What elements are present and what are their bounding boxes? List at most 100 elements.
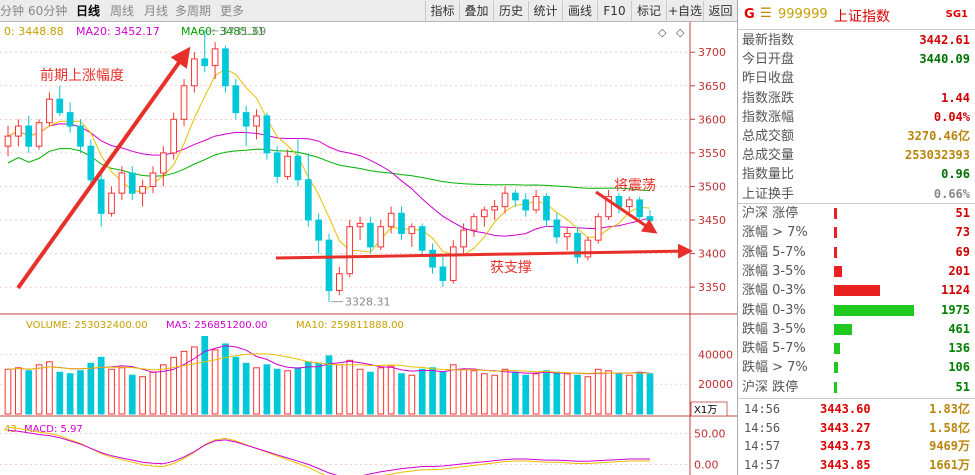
- period-tab[interactable]: 周线: [110, 4, 135, 18]
- menu-icon[interactable]: ☰: [760, 6, 772, 21]
- breadth-value: 461: [948, 321, 970, 336]
- candle-body: [232, 85, 240, 114]
- candle-body: [15, 125, 22, 137]
- toolbar-button[interactable]: 返回: [703, 1, 737, 21]
- candle-body: [584, 239, 592, 258]
- candle-body: [294, 155, 302, 181]
- annotation-consolidate: 将震荡: [614, 178, 656, 194]
- breadth-row: 涨幅 5-7% 69: [738, 243, 975, 262]
- stat-value: 3270.46亿: [907, 129, 970, 143]
- candle-body: [118, 172, 126, 194]
- candle-body: [356, 222, 364, 228]
- breadth-row: 沪深 跌停 51: [738, 378, 975, 397]
- y-tick-label: 3650: [698, 80, 726, 93]
- vol-legend-item: MA10: 259811888.00: [296, 320, 404, 331]
- tick-amount: 1.58亿: [929, 420, 970, 435]
- candle-body: [87, 145, 95, 181]
- stat-label: 今日开盘: [742, 52, 795, 68]
- candle-body: [460, 229, 467, 248]
- volume-bar: [201, 335, 209, 415]
- period-tab[interactable]: 多周期: [175, 4, 212, 18]
- breadth-label: 跌幅 > 7%: [742, 360, 808, 376]
- toolbar-button[interactable]: 标记: [631, 1, 666, 21]
- candle-body: [501, 192, 509, 208]
- toolbar-button[interactable]: F10: [597, 1, 631, 21]
- consolidate-arrow: [595, 190, 658, 234]
- g-icon[interactable]: G: [744, 7, 755, 22]
- toolbar-button[interactable]: 统计: [528, 1, 562, 21]
- candle-body: [512, 192, 519, 201]
- period-tab[interactable]: 日线: [76, 4, 101, 18]
- chart-area[interactable]: 3700 3650 3600 3550 3500 3450 3400 3350 0: 3448.…: [0, 22, 737, 475]
- breadth-bar: [834, 323, 853, 335]
- breadth-row: 涨幅 0-3% 1124: [738, 281, 975, 300]
- breadth-row: 跌幅 5-7% 136: [738, 339, 975, 358]
- period-tab[interactable]: 更多: [220, 4, 245, 18]
- period-tab[interactable]: 分钟: [0, 4, 25, 18]
- period-tab[interactable]: 60分钟: [28, 4, 68, 18]
- tick-time: 14:57: [744, 439, 781, 453]
- candle-body: [66, 112, 74, 127]
- candle-body: [222, 48, 229, 87]
- volume-bar: [294, 367, 302, 415]
- tick-amount: 9469万: [929, 439, 970, 453]
- candle-body: [201, 58, 209, 67]
- vol-ma10-line: [7, 353, 651, 374]
- stat-value: 0.66%: [933, 186, 970, 201]
- period-tab[interactable]: 月线: [144, 4, 169, 18]
- volume-bar: [35, 364, 43, 415]
- tick-time: 14:57: [744, 457, 781, 472]
- volume-bar: [625, 374, 633, 415]
- candle-body: [439, 266, 447, 281]
- vol-unit-label: X1万: [694, 405, 717, 416]
- volume-bar: [398, 373, 405, 415]
- toolbar-button[interactable]: +自选: [666, 1, 703, 21]
- low-label: 3328.31: [345, 296, 391, 309]
- vol-tick-label: 40000: [698, 348, 733, 361]
- stat-label: 最新指数: [742, 33, 795, 48]
- y-tick-label: 3700: [698, 46, 726, 59]
- index-badge[interactable]: SG1: [945, 9, 968, 20]
- kline-chart[interactable]: 3700 3650 3600 3550 3500 3450 3400 3350 0: 3448.…: [0, 22, 737, 475]
- ma20-line: [7, 123, 651, 237]
- stat-value: 253032393: [904, 148, 970, 163]
- candle-body: [470, 216, 478, 231]
- toolbar-button[interactable]: 历史: [493, 1, 528, 21]
- breadth-bar: [834, 246, 837, 258]
- volume-bar: [367, 371, 374, 415]
- volume-bar: [304, 361, 312, 415]
- macd-tick-label: 0.00: [694, 459, 719, 472]
- candle-body: [553, 219, 561, 238]
- volume-bar: [118, 367, 126, 415]
- toolbar-button[interactable]: 叠加: [459, 1, 493, 21]
- stat-row: 最新指数 3442.61: [738, 31, 975, 50]
- volume-bar: [574, 374, 581, 415]
- volume-bar: [263, 364, 271, 415]
- volume-bar: [553, 371, 561, 415]
- volume-bar: [636, 371, 643, 415]
- toolbar-button[interactable]: 画线: [562, 1, 597, 21]
- volume-bar: [646, 373, 654, 415]
- volume-bar: [56, 371, 64, 415]
- volume-bar: [615, 373, 623, 415]
- volume-bar: [232, 356, 240, 415]
- volume-bar: [512, 371, 519, 415]
- candle-body: [253, 115, 260, 127]
- volume-bar: [325, 355, 333, 415]
- divider: [738, 398, 975, 399]
- breadth-bar: [834, 304, 914, 316]
- volume-bar: [543, 370, 550, 415]
- breadth-label: 涨幅 3-5%: [742, 263, 806, 279]
- volume-bar: [159, 364, 167, 415]
- y-tick-label: 3350: [698, 281, 726, 294]
- toolbar-button[interactable]: 指标: [425, 1, 459, 21]
- diamond-icon: ◇: [658, 26, 667, 39]
- breadth-label: 跌幅 5-7%: [742, 341, 806, 357]
- stat-label: 上证换手: [742, 186, 795, 202]
- volume-bar: [97, 356, 105, 415]
- vol-legend-item: MA5: 256851200.00: [166, 320, 268, 331]
- volume-bar: [346, 359, 354, 415]
- breadth-bar: [834, 265, 842, 277]
- tick-price: 3443.60: [820, 402, 871, 416]
- vol-unit-box: [690, 401, 728, 417]
